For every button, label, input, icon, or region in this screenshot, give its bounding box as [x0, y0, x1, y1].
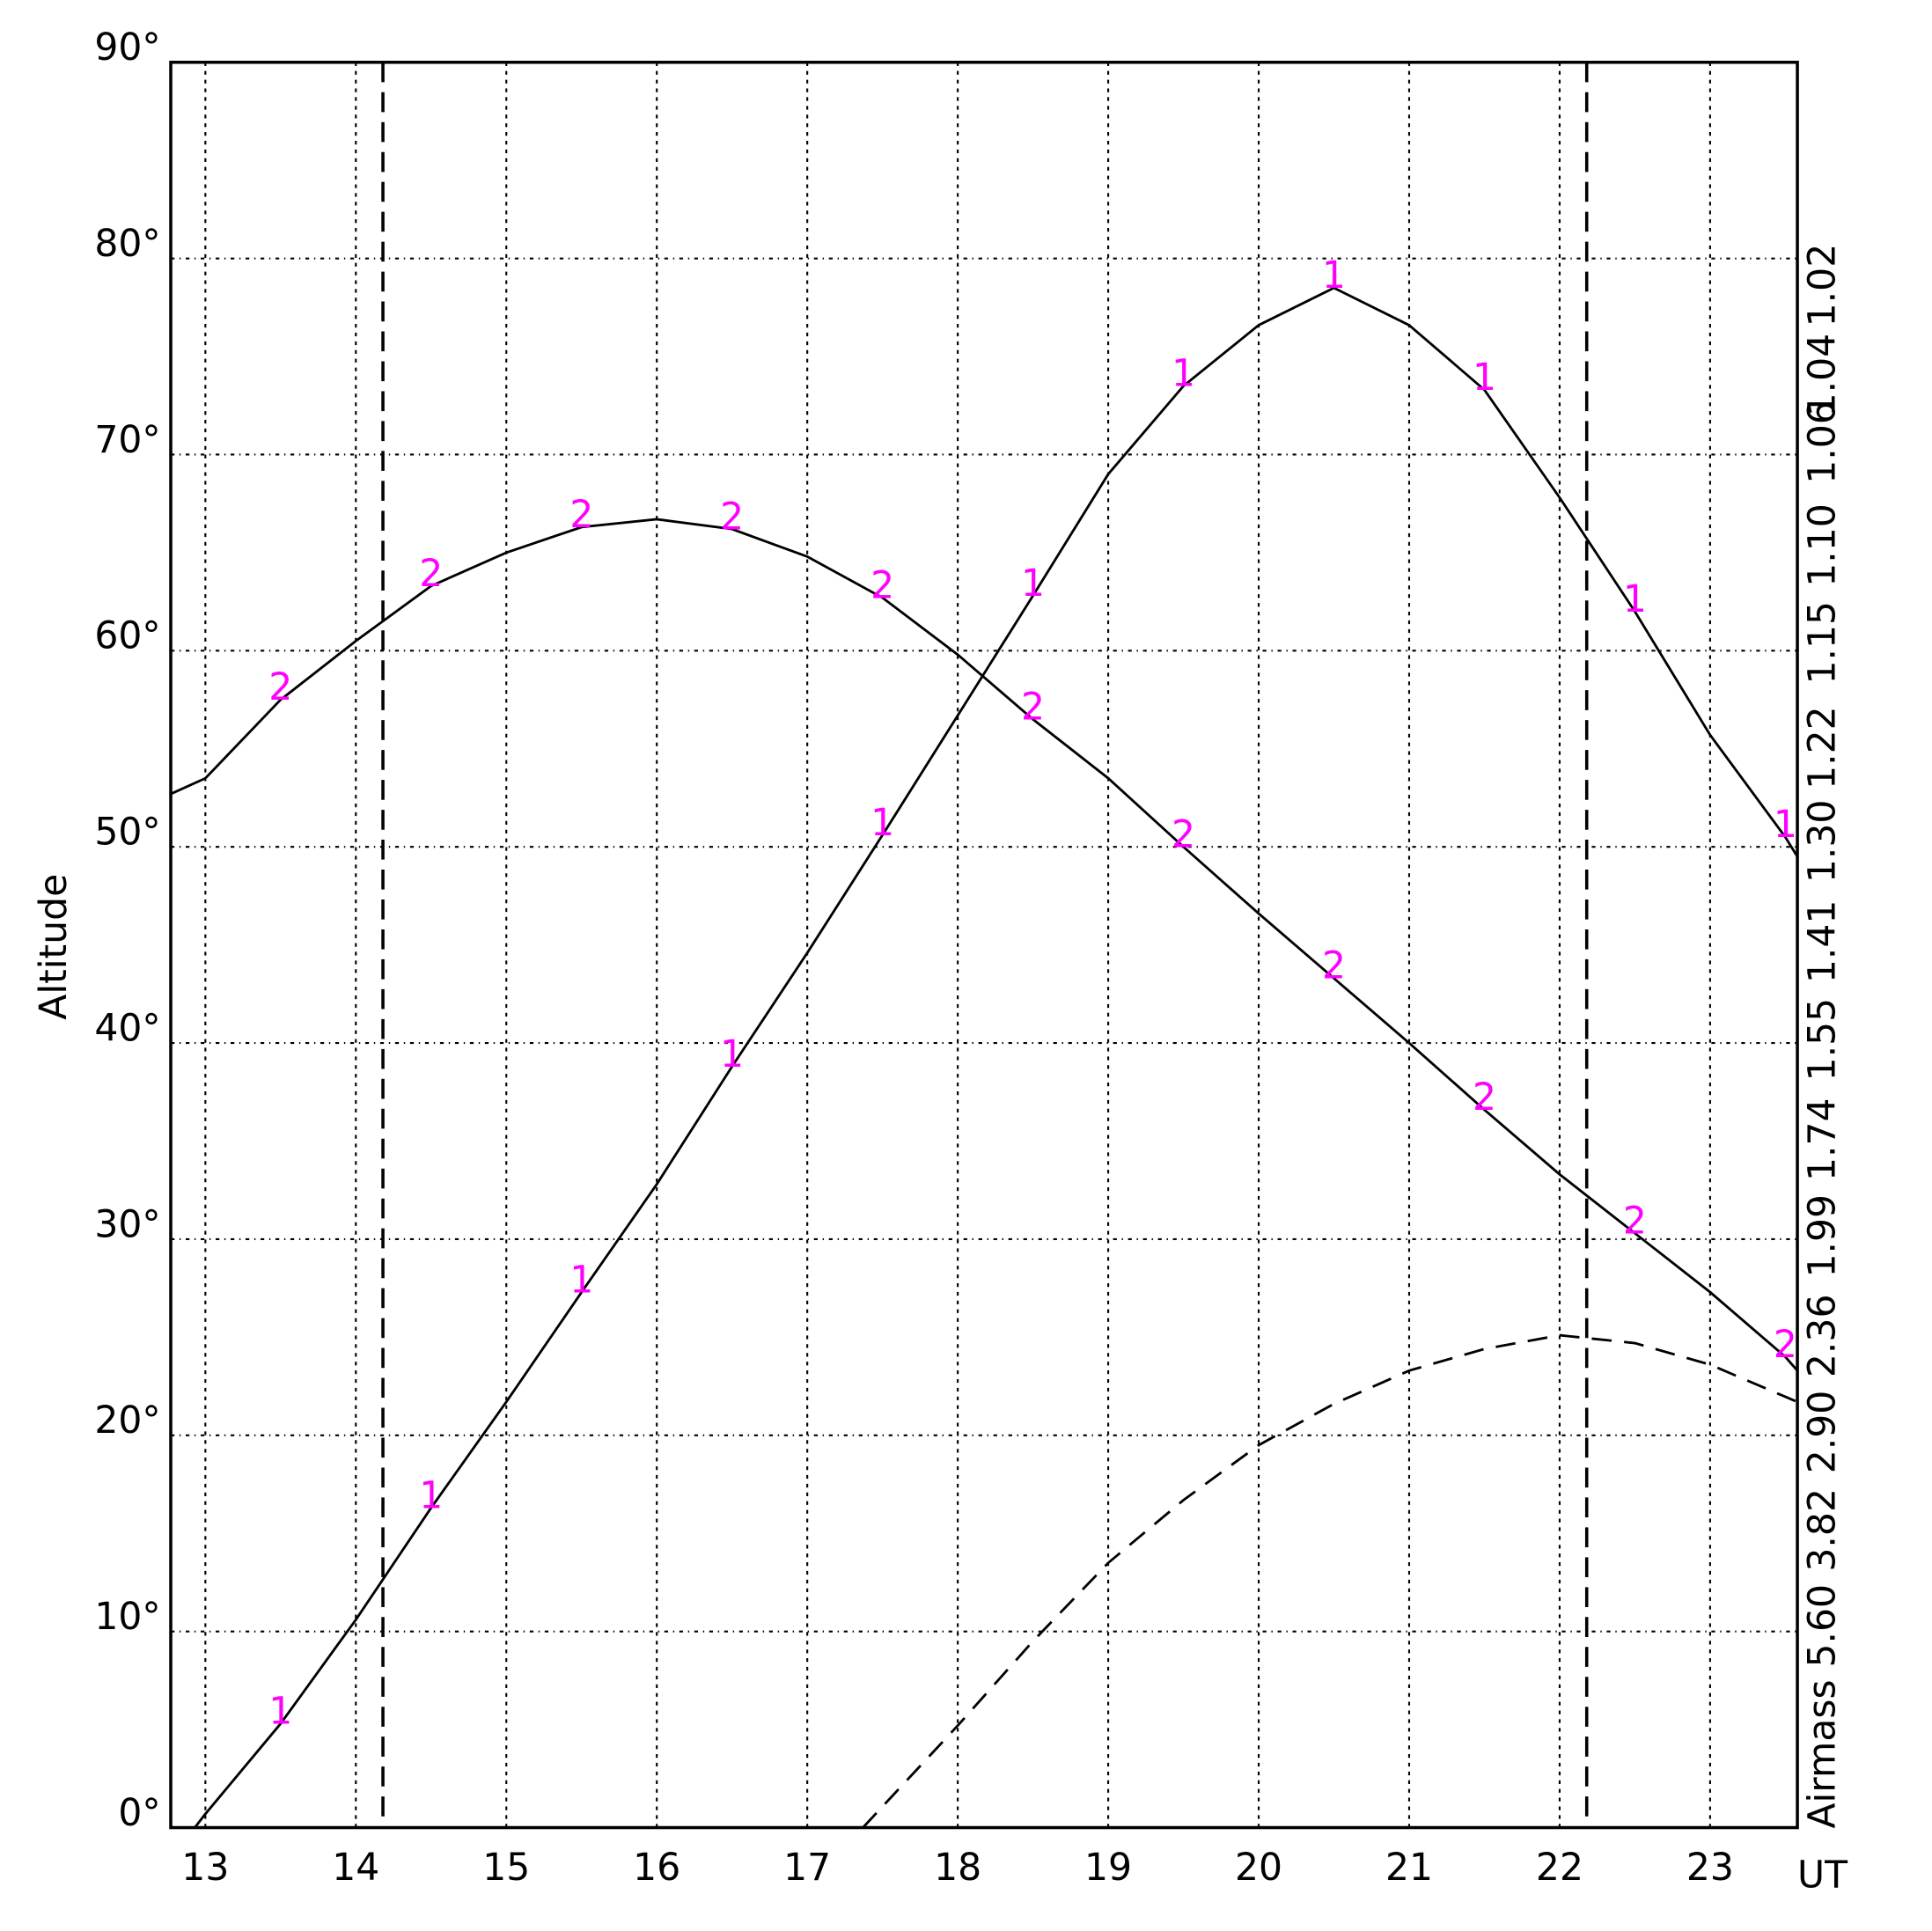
- y2-tick-label: 1.30: [1802, 800, 1845, 884]
- series-line: [862, 1333, 1798, 1829]
- y-axis-label: Altitude: [33, 874, 76, 1020]
- x-tick-label: 14: [332, 1847, 379, 1890]
- series-label: 1: [569, 1259, 593, 1302]
- y2-tick-label: 1.74: [1802, 1098, 1845, 1181]
- y-tick-label: 60°: [94, 615, 160, 658]
- series-label: 2: [1021, 686, 1045, 730]
- y-tick-label: 80°: [94, 223, 160, 266]
- y2-tick-label: 1.22: [1802, 706, 1845, 789]
- series-label: 2: [871, 564, 894, 607]
- x-tick-label: 22: [1536, 1847, 1583, 1890]
- y-tick-label: 20°: [94, 1399, 160, 1443]
- series-label: 2: [268, 666, 292, 709]
- series-label: 2: [1322, 945, 1346, 988]
- y-tick-label: 90°: [94, 26, 160, 70]
- y2-tick-label: 1.15: [1802, 601, 1845, 685]
- plot-frame: [169, 61, 1799, 1830]
- y2-tick-label: 5.60: [1802, 1584, 1845, 1668]
- series-label: 1: [1473, 356, 1496, 400]
- y2-tick-label: 1.10: [1802, 503, 1845, 587]
- series-label: 1: [1322, 254, 1346, 297]
- y-tick-label: 50°: [94, 811, 160, 855]
- series-label: 2: [1172, 813, 1195, 856]
- y-tick-label: 30°: [94, 1203, 160, 1246]
- y2-tick-label: 3.82: [1802, 1488, 1845, 1572]
- y2-tick-label: 1.04: [1802, 334, 1845, 417]
- x-tick-label: 17: [783, 1847, 831, 1890]
- y-tick-label: 40°: [94, 1007, 160, 1050]
- x-tick-label: 15: [482, 1847, 530, 1890]
- y-tick-label: 70°: [94, 419, 160, 462]
- y2-tick-label: 1.41: [1802, 900, 1845, 984]
- y2-axis-label: Airmass: [1802, 1679, 1845, 1828]
- series-label: 1: [871, 802, 894, 845]
- series-label: 1: [720, 1033, 744, 1076]
- x-tick-label: 23: [1686, 1847, 1734, 1890]
- series-label: 1: [268, 1691, 292, 1734]
- series-label: 2: [569, 494, 593, 537]
- series-label: 1: [1021, 562, 1045, 606]
- y2-tick-label: 1.99: [1802, 1194, 1845, 1278]
- x-tick-label: 20: [1235, 1847, 1282, 1890]
- y-tick-label: 0°: [118, 1792, 160, 1835]
- y2-tick-label: 1.55: [1802, 998, 1845, 1082]
- series-label: 2: [720, 496, 744, 539]
- series-label: 1: [1623, 578, 1647, 621]
- y2-tick-label: 2.36: [1802, 1295, 1845, 1378]
- series-line: [194, 286, 1799, 1829]
- series-line: [170, 518, 1799, 1372]
- x-tick-label: 21: [1385, 1847, 1433, 1890]
- x-tick-label: 16: [633, 1847, 680, 1890]
- x-tick-label: 19: [1084, 1847, 1132, 1890]
- series-label: 2: [1774, 1324, 1797, 1367]
- series-label: 2: [419, 553, 443, 596]
- series-label: 2: [1623, 1200, 1647, 1243]
- y2-tick-label: 1.06: [1802, 400, 1845, 484]
- y-tick-label: 10°: [94, 1596, 160, 1639]
- x-tick-label: 13: [181, 1847, 229, 1890]
- series-label: 1: [1172, 353, 1195, 396]
- series-label: 1: [419, 1474, 443, 1517]
- series-label: 2: [1473, 1076, 1496, 1120]
- series-label: 1: [1774, 804, 1797, 847]
- y2-tick-label: 1.02: [1802, 244, 1845, 327]
- x-axis-label: UT: [1797, 1854, 1848, 1898]
- x-tick-label: 18: [934, 1847, 981, 1890]
- y2-tick-label: 2.90: [1802, 1391, 1845, 1474]
